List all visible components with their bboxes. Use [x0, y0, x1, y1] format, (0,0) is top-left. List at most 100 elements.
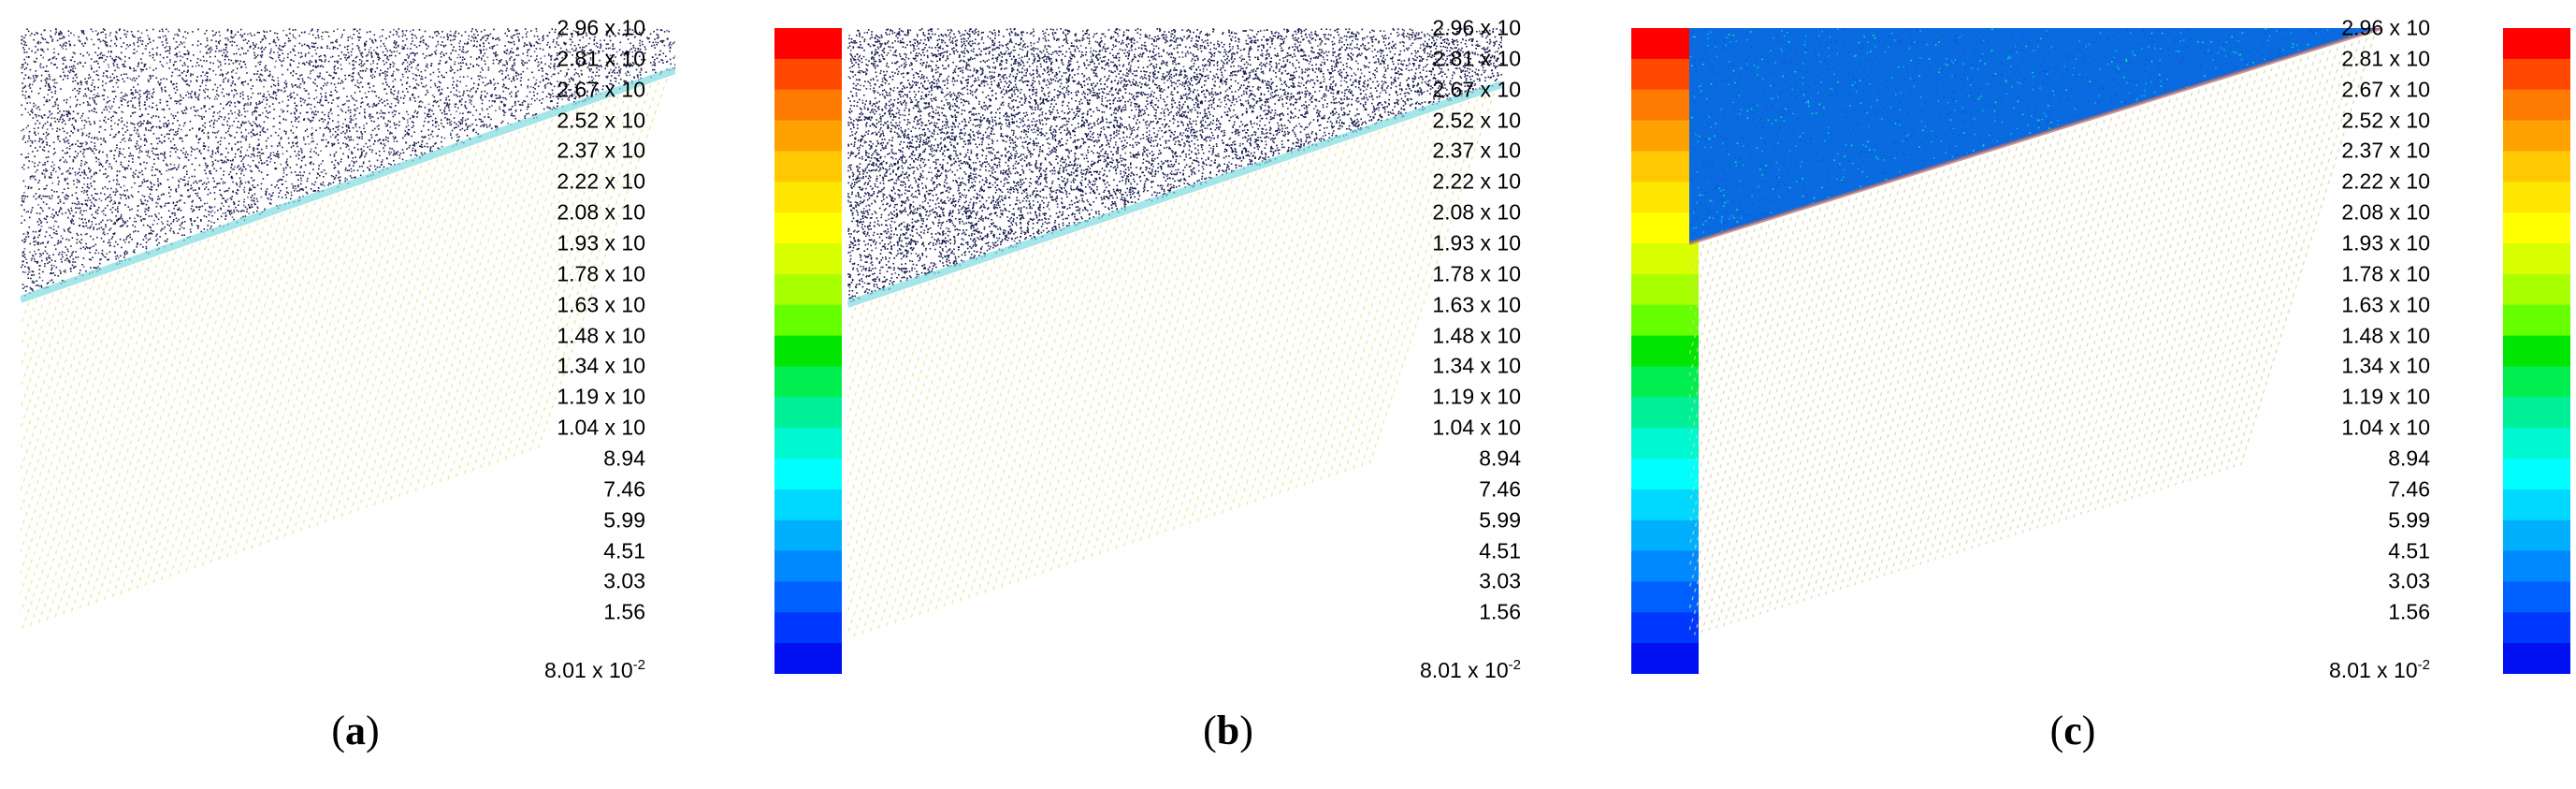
- solid-streak: [902, 249, 1029, 622]
- colorbar-label: 5.99: [1479, 507, 1521, 533]
- colorbar-label: 1.48 x 10: [1432, 323, 1521, 348]
- solid-streak: [274, 169, 406, 542]
- solid-streak: [885, 255, 1012, 628]
- solid-streak: [21, 276, 104, 513]
- solid-streak: [136, 218, 268, 591]
- solid-streak: [1352, 97, 1479, 472]
- solid-streak: [1122, 174, 1250, 548]
- solid-streak: [1007, 212, 1135, 587]
- solid-streak: [1977, 117, 2113, 548]
- solid-streak: [967, 226, 1094, 601]
- solid-streak: [2152, 63, 2288, 493]
- solid-streak: [950, 232, 1078, 606]
- colorbar-label: 5.99: [2388, 507, 2430, 533]
- colorbar-label: 1.48 x 10: [557, 323, 645, 348]
- solid-streak: [315, 155, 447, 528]
- solid-streak: [21, 267, 128, 575]
- solid-streak: [847, 303, 865, 356]
- solid-streak: [348, 144, 480, 517]
- solid-streak: [847, 276, 947, 572]
- colorbar-segment: [1631, 643, 1699, 674]
- solid-streak: [225, 187, 357, 560]
- colorbar-segment: [2503, 212, 2570, 244]
- colorbar-label: 2.67 x 10: [2341, 77, 2430, 102]
- solid-streak: [1024, 208, 1151, 581]
- solid-streak: [1689, 226, 1763, 463]
- particle-plot-b: [847, 28, 1502, 639]
- solid-streak: [94, 233, 226, 606]
- colorbar-segment: [774, 581, 842, 613]
- colorbar-segment: [1631, 550, 1699, 582]
- solid-streak: [1049, 199, 1176, 573]
- solid-streak: [2116, 74, 2251, 504]
- colorbar-segment: [2503, 120, 2570, 152]
- colorbar-label: 1.19 x 10: [1432, 384, 1521, 409]
- colorbar-segment: [774, 397, 842, 429]
- solid-streak: [127, 221, 259, 593]
- solid-streak: [1171, 158, 1298, 532]
- solid-streak: [1269, 124, 1397, 499]
- solid-streak: [21, 258, 152, 631]
- solid-streak: [1000, 215, 1127, 590]
- colorbar-label: 3.03: [1479, 568, 1521, 593]
- particle-field: [1689, 28, 2381, 636]
- solid-streak: [29, 256, 161, 628]
- solid-streak: [438, 112, 570, 485]
- solid-streak: [241, 182, 373, 553]
- colorbar-label: 2.81 x 10: [1432, 46, 1521, 71]
- solid-streak: [852, 265, 979, 639]
- colorbar-label: 1.04 x 10: [2341, 415, 2430, 440]
- colorbar-segment: [1631, 304, 1699, 337]
- colorbar-label: 2.37 x 10: [2341, 138, 2430, 163]
- colorbar-label: 4.51: [603, 538, 645, 563]
- solid-streak: [217, 190, 349, 563]
- colorbar-label: 2.67 x 10: [557, 77, 645, 102]
- solid-streak: [847, 279, 938, 550]
- panel-b: 2.96 x 10 2.81 x 10 2.67 x 10 2.52 x 10 2.37…: [847, 0, 1706, 789]
- solid-streak: [1875, 149, 2011, 579]
- colorbar-min-label: 8.01 x 10-2: [2329, 657, 2430, 682]
- solid-streak: [847, 282, 931, 529]
- colorbar-label: 1.93 x 10: [2341, 230, 2430, 256]
- colorbar-segment: [774, 550, 842, 582]
- colorbar-label: 2.08 x 10: [557, 199, 645, 225]
- solid-streak: [62, 244, 194, 617]
- solid-streak: [160, 210, 292, 582]
- solid-streak: [1700, 203, 1836, 634]
- colorbar-segment: [774, 243, 842, 275]
- solid-streak: [1810, 169, 1946, 599]
- colorbar-segment: [2503, 151, 2570, 183]
- colorbar-label: 1.78 x 10: [2341, 261, 2430, 286]
- colorbar-segment: [774, 120, 842, 152]
- solid-streak: [291, 164, 423, 536]
- solid-streak: [869, 259, 996, 634]
- colorbar-segment: [2503, 581, 2570, 613]
- solid-streak: [1245, 133, 1372, 507]
- solid-streak: [1744, 189, 1880, 620]
- colorbar-b: [1631, 28, 1699, 674]
- panel-c: 2.96 x 10 2.81 x 10 2.67 x 10 2.52 x 10 2.37…: [1689, 0, 2570, 789]
- solid-streak: [1310, 111, 1438, 485]
- solid-streak: [975, 224, 1102, 598]
- colorbar-label: 2.37 x 10: [1432, 138, 1521, 163]
- colorbar-label: 1.93 x 10: [557, 230, 645, 256]
- solid-streak: [405, 124, 537, 496]
- colorbar-segment: [1631, 366, 1699, 398]
- colorbar-label: 2.37 x 10: [557, 138, 645, 163]
- solid-streak: [487, 95, 619, 468]
- colorbar-segment: [2503, 335, 2570, 367]
- solid-streak: [1090, 185, 1217, 560]
- solid-streak: [1057, 197, 1184, 570]
- colorbar-segment: [1631, 273, 1699, 306]
- solid-streak: [234, 184, 366, 557]
- colorbar-label: 5.99: [603, 507, 645, 533]
- solid-streak: [307, 158, 439, 531]
- solid-streak: [1343, 100, 1470, 475]
- colorbar-segment: [2503, 519, 2570, 552]
- colorbar-label: 2.22 x 10: [2341, 168, 2430, 194]
- colorbar-label: 1.34 x 10: [2341, 353, 2430, 378]
- colorbar-label: 2.08 x 10: [1432, 199, 1521, 225]
- solid-streak: [1708, 200, 1844, 631]
- colorbar-a: [774, 28, 842, 674]
- solid-streak: [1073, 191, 1200, 565]
